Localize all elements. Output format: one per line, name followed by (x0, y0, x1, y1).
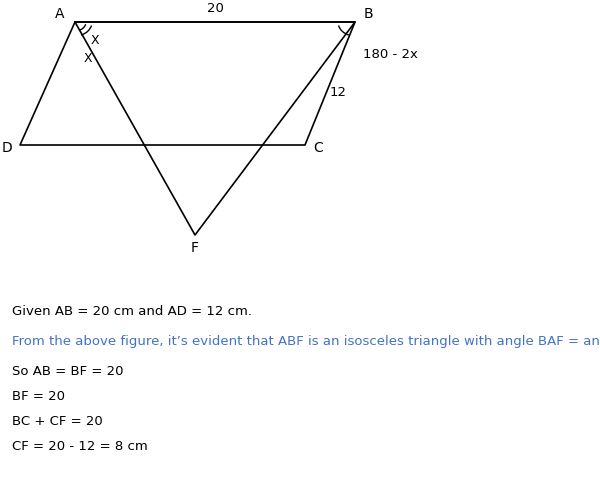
Text: X: X (83, 51, 92, 65)
Text: CF = 20 - 12 = 8 cm: CF = 20 - 12 = 8 cm (12, 440, 148, 453)
Text: D: D (2, 141, 13, 155)
Text: 180 - 2x: 180 - 2x (363, 48, 418, 61)
Text: F: F (191, 241, 199, 255)
Text: X: X (91, 34, 100, 46)
Text: From the above figure, it’s evident that ABF is an isosceles triangle with angle: From the above figure, it’s evident that… (12, 335, 600, 348)
Text: 20: 20 (206, 1, 223, 14)
Text: Given AB = 20 cm and AD = 12 cm.: Given AB = 20 cm and AD = 12 cm. (12, 305, 252, 318)
Text: BC + CF = 20: BC + CF = 20 (12, 415, 103, 428)
Text: 12: 12 (330, 86, 347, 99)
Text: So AB = BF = 20: So AB = BF = 20 (12, 365, 124, 378)
Text: A: A (55, 7, 65, 21)
Text: BF = 20: BF = 20 (12, 390, 65, 403)
Text: C: C (313, 141, 323, 155)
Text: B: B (363, 7, 373, 21)
